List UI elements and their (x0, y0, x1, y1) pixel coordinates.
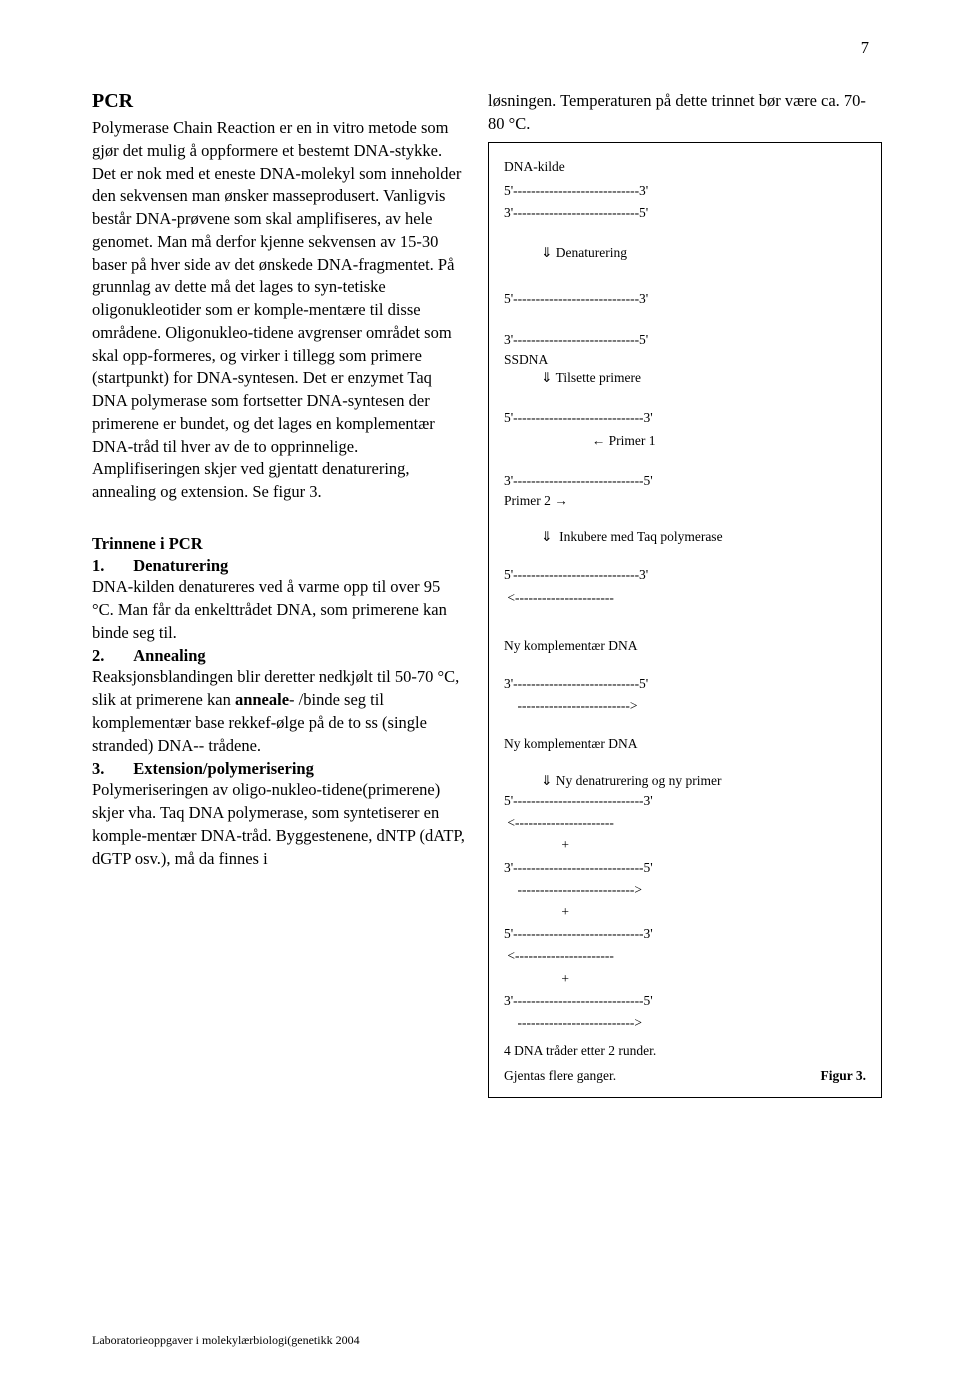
fig-arrow-left: <---------------------- (504, 589, 866, 607)
step2-body: Reaksjonsblandingen blir deretter nedkjø… (92, 666, 466, 757)
figure-3-box: DNA-kilde 5'----------------------------… (488, 142, 882, 1098)
fig-plus: + (504, 903, 866, 921)
page-number: 7 (861, 38, 869, 58)
fig-last-line: Gjentas flere ganger. Figur 3. (504, 1067, 866, 1085)
step1-body: DNA-kilden denatureres ved å varme opp t… (92, 576, 466, 644)
fig-plus: + (504, 970, 866, 988)
fig-strand: 5'----------------------------3' (504, 290, 866, 308)
fig-strand: 3'-----------------------------5' (504, 992, 866, 1010)
fig-primer2: Primer 2 → (504, 492, 866, 510)
step1-number: 1. (92, 556, 104, 575)
fig-primer1: ← Primer 1 (504, 432, 866, 450)
two-column-layout: PCR Polymerase Chain Reaction er en in v… (92, 90, 882, 1098)
fig-denaturing: ⇓ Denaturering (504, 244, 866, 262)
fig-inkubere: ⇓ Inkubere med Taq polymerase (504, 528, 866, 546)
fig-ssdna: SSDNA (504, 351, 866, 369)
step3-title: Extension/polymerisering (133, 759, 314, 778)
fig-arrow-left: <---------------------- (504, 814, 866, 832)
fig-strand: 5'-----------------------------3' (504, 792, 866, 810)
fig-strand: 3'----------------------------5' (504, 331, 866, 349)
step2-anneale: anneale (235, 690, 289, 709)
fig-strand: 3'-----------------------------5' (504, 472, 866, 490)
step2-title-line: 2. Annealing (92, 646, 466, 666)
fig-arrow-right: --------------------------> (504, 881, 866, 899)
fig-strand: 3'----------------------------5' (504, 675, 866, 693)
left-column: PCR Polymerase Chain Reaction er en in v… (92, 90, 466, 1098)
fig-strand: 5'-----------------------------3' (504, 925, 866, 943)
footer-text: Laboratorieoppgaver i molekylærbiologi(g… (92, 1333, 360, 1348)
fig-label-figur3: Figur 3. (820, 1067, 866, 1085)
pcr-heading: PCR (92, 90, 466, 113)
fig-arrow-right: -------------------------> (504, 697, 866, 715)
fig-ny-komp-2: Ny komplementær DNA (504, 735, 866, 753)
fig-plus: + (504, 836, 866, 854)
fig-ny-komp-1: Ny komplementær DNA (504, 637, 866, 655)
steps-heading: Trinnene i PCR (92, 534, 466, 554)
fig-strand: 3'----------------------------5' (504, 204, 866, 222)
fig-strand: 5'-----------------------------3' (504, 409, 866, 427)
step3-title-line: 3. Extension/polymerisering (92, 759, 466, 779)
fig-strand: 5'----------------------------3' (504, 566, 866, 584)
fig-ny-denat: ⇓ Ny denatrurering og ny primer (504, 772, 866, 790)
pcr-intro-paragraph: Polymerase Chain Reaction er en in vitro… (92, 117, 466, 504)
step3-number: 3. (92, 759, 104, 778)
fig-strand: 5'----------------------------3' (504, 182, 866, 200)
fig-4-traader: 4 DNA tråder etter 2 runder. (504, 1042, 866, 1060)
step1-title-line: 1. Denaturering (92, 556, 466, 576)
step2-number: 2. (92, 646, 104, 665)
right-intro: løsningen. Temperaturen på dette trinnet… (488, 90, 882, 136)
right-column: løsningen. Temperaturen på dette trinnet… (488, 90, 882, 1098)
fig-arrow-right: --------------------------> (504, 1014, 866, 1032)
step2-title: Annealing (133, 646, 205, 665)
fig-dna-kilde: DNA-kilde (504, 158, 866, 176)
step3-body: Polymeriseringen av oligo-nukleo-tidene(… (92, 779, 466, 870)
fig-strand: 3'-----------------------------5' (504, 859, 866, 877)
step1-title: Denaturering (133, 556, 228, 575)
fig-tilsette-primere: ⇓ Tilsette primere (504, 369, 866, 387)
fig-arrow-left: <---------------------- (504, 947, 866, 965)
fig-gjentas: Gjentas flere ganger. (504, 1067, 616, 1085)
